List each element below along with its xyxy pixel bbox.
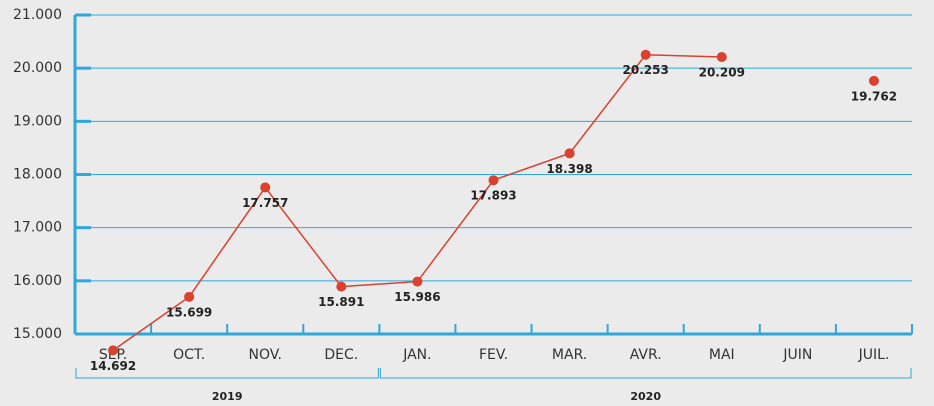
- group-bracket: [75, 368, 379, 379]
- x-tick-label: MAR.: [552, 347, 587, 363]
- x-tick-label: JUIN: [782, 347, 812, 363]
- point: [716, 52, 727, 63]
- x-tick-label: MAI: [709, 347, 735, 363]
- y-tick-label: 19.000: [13, 113, 62, 129]
- group-label: 2019: [212, 390, 243, 403]
- point: [868, 75, 879, 86]
- x-tick-label: JAN.: [402, 347, 431, 363]
- group-bracket: [379, 368, 912, 379]
- value-label: 20.253: [623, 63, 669, 77]
- y-tick-label: 18.000: [13, 167, 62, 183]
- x-tick-label: AVR.: [630, 347, 662, 363]
- x-tick-label: DEC.: [324, 347, 358, 363]
- x-tick-label: NOV.: [248, 347, 281, 363]
- point: [564, 148, 575, 159]
- group-label: 2020: [630, 390, 661, 403]
- value-label: 18.398: [546, 162, 592, 176]
- value-label: 17.757: [242, 196, 288, 210]
- x-tick-label: FEV.: [479, 347, 508, 363]
- point: [640, 49, 651, 60]
- x-tick-label: JUIL.: [858, 347, 890, 363]
- value-label: 20.209: [699, 66, 745, 80]
- value-label: 15.891: [318, 295, 364, 309]
- point: [184, 291, 195, 302]
- y-tick-label: 15.000: [13, 326, 62, 342]
- value-label: 17.893: [470, 189, 516, 203]
- value-label: 14.692: [90, 359, 136, 373]
- value-label: 19.762: [851, 89, 897, 103]
- point: [412, 276, 423, 287]
- x-tick-label: OCT.: [173, 347, 205, 363]
- point: [260, 182, 271, 193]
- y-tick-label: 17.000: [13, 220, 62, 236]
- value-label: 15.699: [166, 305, 212, 319]
- value-label: 15.986: [394, 290, 440, 304]
- point: [108, 345, 119, 356]
- y-tick-label: 16.000: [13, 273, 62, 289]
- point: [336, 281, 347, 292]
- y-tick-label: 20.000: [13, 60, 62, 76]
- y-tick-label: 21.000: [13, 7, 62, 23]
- point: [488, 175, 499, 186]
